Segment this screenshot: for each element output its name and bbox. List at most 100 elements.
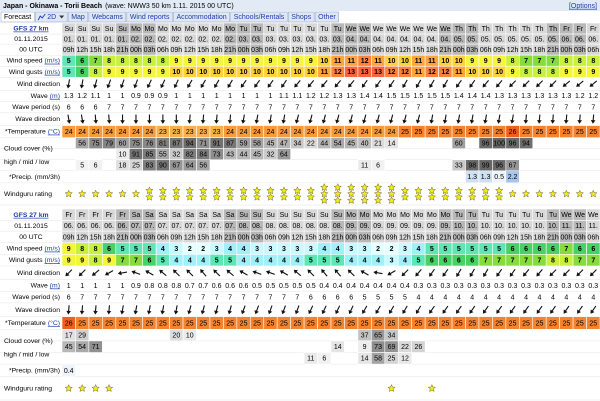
direction-arrow (131, 270, 141, 275)
cloud-value: 10 (119, 152, 127, 159)
temp-value: 23 (172, 129, 180, 136)
direction-arrow (265, 270, 275, 275)
rating-star (427, 383, 437, 392)
cloud-value: 59 (240, 141, 248, 148)
wave-value: 1.2 (575, 93, 585, 100)
unit-link[interactable]: GFS 27 km (13, 25, 48, 32)
temp-value: 25 (361, 320, 369, 327)
unit-link[interactable]: (°C) (48, 319, 60, 327)
unit-link[interactable]: (m/s) (45, 245, 60, 252)
direction-arrow (348, 80, 355, 88)
direction-arrow (279, 270, 289, 276)
unit-link[interactable]: (m/s) (45, 69, 60, 76)
wave_period-value: 7 (134, 294, 138, 301)
tab[interactable]: Webcams (88, 11, 127, 23)
cloud-value: 44 (320, 141, 328, 148)
header-text: We (346, 26, 356, 33)
wave_period-value: 4 (430, 294, 434, 301)
tab[interactable]: Forecast (0, 11, 35, 23)
cloud-value: 25 (388, 356, 396, 363)
temp-value: 25 (522, 320, 530, 327)
rating-star (373, 195, 383, 205)
tab[interactable]: Shops (287, 11, 315, 23)
unit-link[interactable]: (m/s) (45, 257, 60, 264)
wind-value: 4 (322, 246, 326, 253)
header-text: 21h (439, 47, 451, 54)
unit-link[interactable]: (m) (50, 282, 60, 289)
tab[interactable]: 2D (34, 11, 68, 23)
row-label: *Precip. (mm/3h) (9, 174, 60, 181)
arrow-head (509, 309, 514, 314)
arrow-head (133, 84, 138, 89)
header-text: 12h (76, 234, 88, 241)
direction-arrow (509, 305, 516, 314)
arrow-head (133, 310, 139, 315)
row-label: Windguru rating (4, 191, 52, 198)
tab[interactable]: Wind reports (126, 11, 173, 23)
temp-value: 25 (293, 320, 301, 327)
header-text: 09. (360, 223, 370, 230)
header-text: Tu (267, 26, 275, 33)
cloud-cell (196, 159, 211, 172)
arrow-head (93, 84, 98, 89)
temp-value: 25 (401, 320, 409, 327)
location: Japan - Okinawa - Torii Beach (3, 3, 102, 10)
arrow-head (79, 310, 85, 315)
wave_period-value: 7 (188, 104, 192, 111)
wave_period-value: 7 (269, 294, 273, 301)
header-text: 03h (359, 234, 371, 241)
header-text: 21h (224, 47, 236, 54)
cloud-value: 22 (307, 141, 315, 148)
header-text: Su (91, 26, 100, 33)
tab[interactable]: Other (314, 11, 339, 23)
wave-value: 0.5 (266, 283, 276, 290)
wind-value: 2 (376, 246, 380, 253)
direction-arrow (159, 269, 167, 277)
arrow-head (536, 83, 541, 88)
wind-value: 4 (188, 258, 192, 265)
direction-arrow (226, 269, 234, 277)
arrow-head (173, 310, 179, 315)
tab-background (173, 11, 231, 23)
header-text: 15h (305, 234, 317, 241)
arrow-head (307, 269, 312, 274)
tab[interactable]: Schools/Rentals (230, 11, 288, 23)
tab[interactable]: Accommodation (173, 11, 231, 23)
arrow-head (334, 269, 339, 274)
temp-value: 23 (213, 129, 221, 136)
arrow-head (523, 309, 528, 314)
cloud-value: 69 (388, 344, 396, 351)
arrow-head (415, 119, 421, 124)
unit-link[interactable]: (°C) (48, 127, 60, 135)
wind-value: 3 (390, 258, 394, 265)
header-text: We (359, 26, 369, 33)
temp-value: 24 (132, 129, 140, 136)
direction-arrow (104, 270, 114, 276)
wind-value: 12 (441, 69, 449, 76)
wind-value: 10 (253, 69, 261, 76)
tab[interactable]: Map (67, 11, 89, 23)
rating-star (225, 186, 235, 195)
unit-link[interactable]: (m) (50, 93, 60, 100)
header-text: 06h (372, 47, 384, 54)
label-part: Wind gusts (9, 69, 43, 76)
arrow-head (388, 83, 393, 88)
wind-value: 3 (363, 246, 367, 253)
wind-value: 10 (320, 58, 328, 65)
temp-value: 23 (159, 129, 167, 136)
header-text: 07. (131, 223, 141, 230)
cloud-cell (182, 328, 197, 342)
direction-arrow (200, 79, 206, 88)
header-text: 06h (265, 47, 277, 54)
cloud-value: 79 (105, 141, 113, 148)
direction-arrow (509, 268, 516, 277)
cloud-cell (88, 340, 103, 353)
options-link[interactable]: [Options] (569, 3, 597, 10)
arrow-head (187, 310, 192, 315)
wave-value: 0.3 (508, 283, 518, 290)
header-text: Mo (225, 26, 235, 33)
wind-value: 7 (94, 58, 98, 65)
unit-link[interactable]: GFS 27 km (13, 212, 48, 219)
unit-link[interactable]: (m/s) (45, 58, 60, 65)
wave_period-value: 7 (121, 104, 125, 111)
